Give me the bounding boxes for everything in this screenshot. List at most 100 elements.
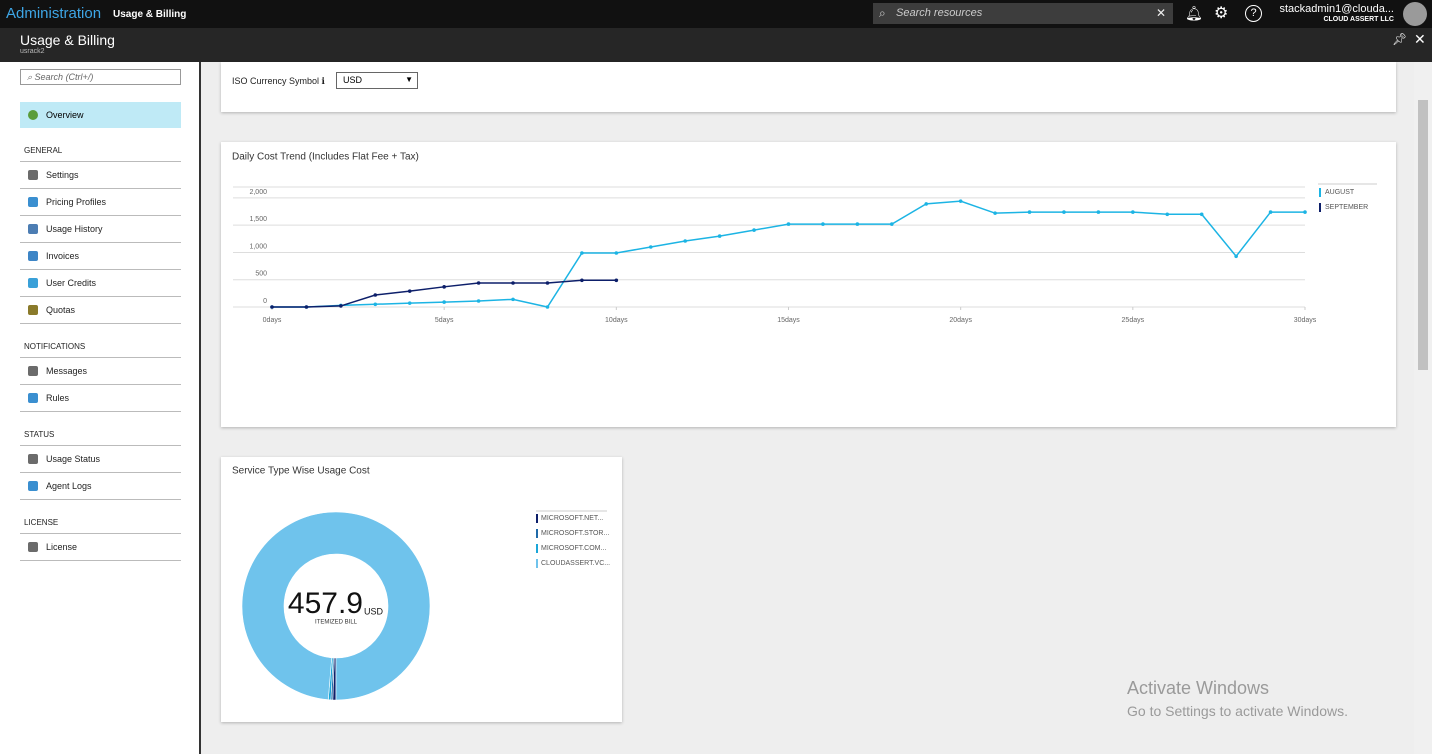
data-point [1165,212,1170,217]
y-tick-label: 500 [255,271,267,278]
sidebar-search[interactable]: ⌕ Search (Ctrl+/) [20,69,181,85]
data-point [821,222,825,226]
x-tick-label: 30days [1294,317,1317,324]
y-tick-label: 1,000 [249,243,267,250]
data-point [339,304,343,308]
x-tick-label: 5days [435,317,454,324]
nav-label: User Credits [46,278,97,288]
nav-label: Usage History [46,224,103,234]
sidebar: ⌕ Search (Ctrl+/) Overview GENERAL Settin… [0,62,201,754]
data-point [442,300,446,304]
scrollbar[interactable] [1414,62,1432,754]
nav-icon [28,393,38,403]
close-button[interactable]: ✕ [1414,31,1426,47]
nav-section-title: NOTIFICATIONS [20,324,181,358]
data-point [270,305,274,309]
nav-item[interactable]: Usage Status [20,446,181,473]
nav-item[interactable]: Agent Logs [20,473,181,500]
avatar[interactable] [1403,2,1427,26]
user-name[interactable]: stackadmin1@clouda... [1279,3,1394,15]
notifications-icon[interactable]: 🔔︎ [1185,5,1203,21]
blade-subtitle: usrack2 [20,48,45,55]
data-point [511,297,515,302]
x-tick-label: 25days [1122,317,1145,324]
line-chart: Daily Cost Trend (Includes Flat Fee + Ta… [232,152,1377,324]
breadcrumb[interactable]: Usage & Billing [113,9,187,20]
data-point [476,299,481,303]
nav-label: Pricing Profiles [46,197,107,207]
currency-value: USD [343,75,363,85]
chart-title: Daily Cost Trend (Includes Flat Fee + Ta… [232,152,419,163]
x-tick-label: 15days [777,317,800,324]
data-point [614,251,619,255]
nav-icon [28,278,38,288]
nav-icon [28,110,38,120]
data-point [407,289,412,293]
data-point [1234,254,1238,259]
y-tick-label: 1,500 [249,216,267,223]
nav-icon [28,170,38,180]
data-point [924,202,929,206]
nav-item[interactable]: Quotas [20,297,181,324]
legend-label: MICROSOFT.NET... [541,515,603,522]
data-point [1303,210,1307,214]
data-point [580,278,584,283]
legend-label: AUGUST [1325,189,1355,196]
nav-item[interactable]: Messages [20,358,181,385]
chart-title: Service Type Wise Usage Cost [232,466,370,477]
x-tick-label: 10days [605,317,628,324]
data-point [890,222,894,226]
legend-label: CLOUDASSERT.VC... [541,560,610,567]
scroll-thumb[interactable] [1418,100,1428,370]
nav-item[interactable]: Settings [20,162,181,189]
pin-button[interactable]: 📌︎ [1392,32,1408,46]
nav-section-title: LICENSE [20,500,181,534]
nav-label: Invoices [46,251,80,261]
nav-item[interactable]: Rules [20,385,181,412]
nav-icon [28,224,38,234]
legend-label: SEPTEMBER [1325,204,1368,211]
legend-label: MICROSOFT.COM... [541,545,606,552]
donut-chart: Service Type Wise Usage Cost MICROSOFT.N… [232,466,610,701]
brand[interactable]: Administration [6,5,102,22]
data-point [442,285,446,289]
currency-select[interactable]: USD ▼ [336,72,418,89]
nav-item[interactable]: User Credits [20,270,181,297]
blade-header: Usage & Billing usrack2 📌︎ ✕ [0,28,1432,62]
nav-icon [28,305,38,315]
nav-label: Overview [46,110,84,120]
x-tick-label: 20days [949,317,972,324]
legend-swatch [1319,203,1321,212]
clear-button[interactable]: ✕ [1155,6,1166,20]
blade-title: Usage & Billing [20,32,115,48]
nav-item[interactable]: Usage History [20,216,181,243]
series-line [272,200,1305,308]
nav-icon [28,251,38,261]
nav-section-title: GENERAL [20,128,181,162]
currency-card: ISO Currency Symbol ℹ USD ▼ [221,62,1396,112]
help-icon[interactable]: ? [1245,5,1262,22]
nav-item[interactable]: Pricing Profiles [20,189,181,216]
data-point [1199,212,1204,217]
legend-swatch [536,559,538,568]
nav-label: Quotas [46,305,76,315]
data-point [545,305,550,309]
settings-icon[interactable]: ⚙ [1214,5,1229,22]
nav-label: License [46,542,78,552]
legend-label: MICROSOFT.STOR... [541,530,609,537]
data-point [1096,210,1101,214]
x-tick-label: 0days [263,317,282,324]
data-point [1027,210,1032,214]
top-bar: Administration Usage & Billing ⌕ Search … [0,0,1432,28]
nav-item-active[interactable]: Overview [20,102,181,128]
nav-item[interactable]: License [20,534,181,561]
data-point [717,234,722,238]
search-box[interactable]: ⌕ Search resources ✕ [873,3,1173,24]
data-point [407,301,412,305]
trend-card: Daily Cost Trend (Includes Flat Fee + Ta… [221,142,1396,427]
data-point [1131,210,1135,214]
total-value: 457.9 [288,587,363,620]
nav-icon [28,454,38,464]
nav-item[interactable]: Invoices [20,243,181,270]
